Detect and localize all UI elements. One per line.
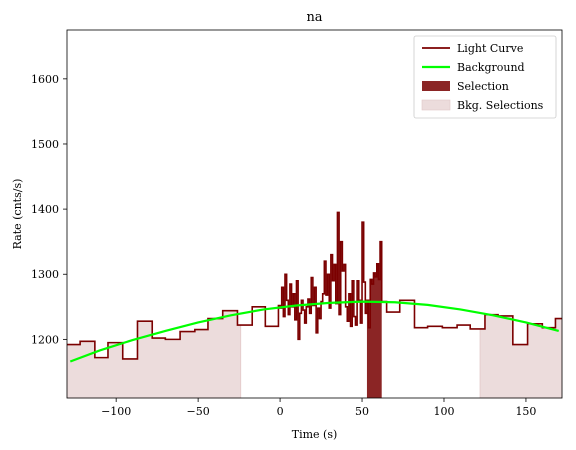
bkg-selection-layer xyxy=(66,310,563,399)
y-axis-label: Rate (cnts/s) xyxy=(11,179,24,250)
y-tick-label: 1600 xyxy=(31,73,59,86)
legend-selection-swatch xyxy=(422,81,450,91)
x-tick-label: 150 xyxy=(515,405,536,418)
legend-bkg-selections-swatch xyxy=(421,99,451,111)
x-tick-label: −100 xyxy=(101,405,131,418)
series-layer xyxy=(67,211,562,363)
y-tick-label: 1400 xyxy=(31,203,59,216)
light-curve-line xyxy=(67,211,562,360)
chart-title: na xyxy=(306,10,322,25)
y-tick-label: 1500 xyxy=(31,138,59,151)
x-axis-label: Time (s) xyxy=(292,428,338,441)
tick-layer: −100 −50 0 50 100 150 1200 1300 1400 1500 1600 xyxy=(31,73,536,418)
x-tick-label: 100 xyxy=(433,405,454,418)
x-tick-label: −50 xyxy=(187,405,210,418)
x-tick-label: 0 xyxy=(277,405,284,418)
legend-selection-label: Selection xyxy=(457,80,509,93)
legend: Light Curve Background Selection Bkg. Se… xyxy=(413,35,557,119)
legend-box xyxy=(413,35,557,119)
plot-frame xyxy=(66,29,563,399)
legend-background-label: Background xyxy=(457,61,525,74)
y-tick-label: 1300 xyxy=(31,268,59,281)
legend-light-curve-label: Light Curve xyxy=(457,42,523,55)
y-tick-label: 1200 xyxy=(31,333,59,346)
legend-bkg-selections-label: Bkg. Selections xyxy=(457,99,544,112)
background-curve xyxy=(69,300,559,363)
x-tick-label: 50 xyxy=(355,405,369,418)
bkg-selection-region-1 xyxy=(66,310,242,399)
